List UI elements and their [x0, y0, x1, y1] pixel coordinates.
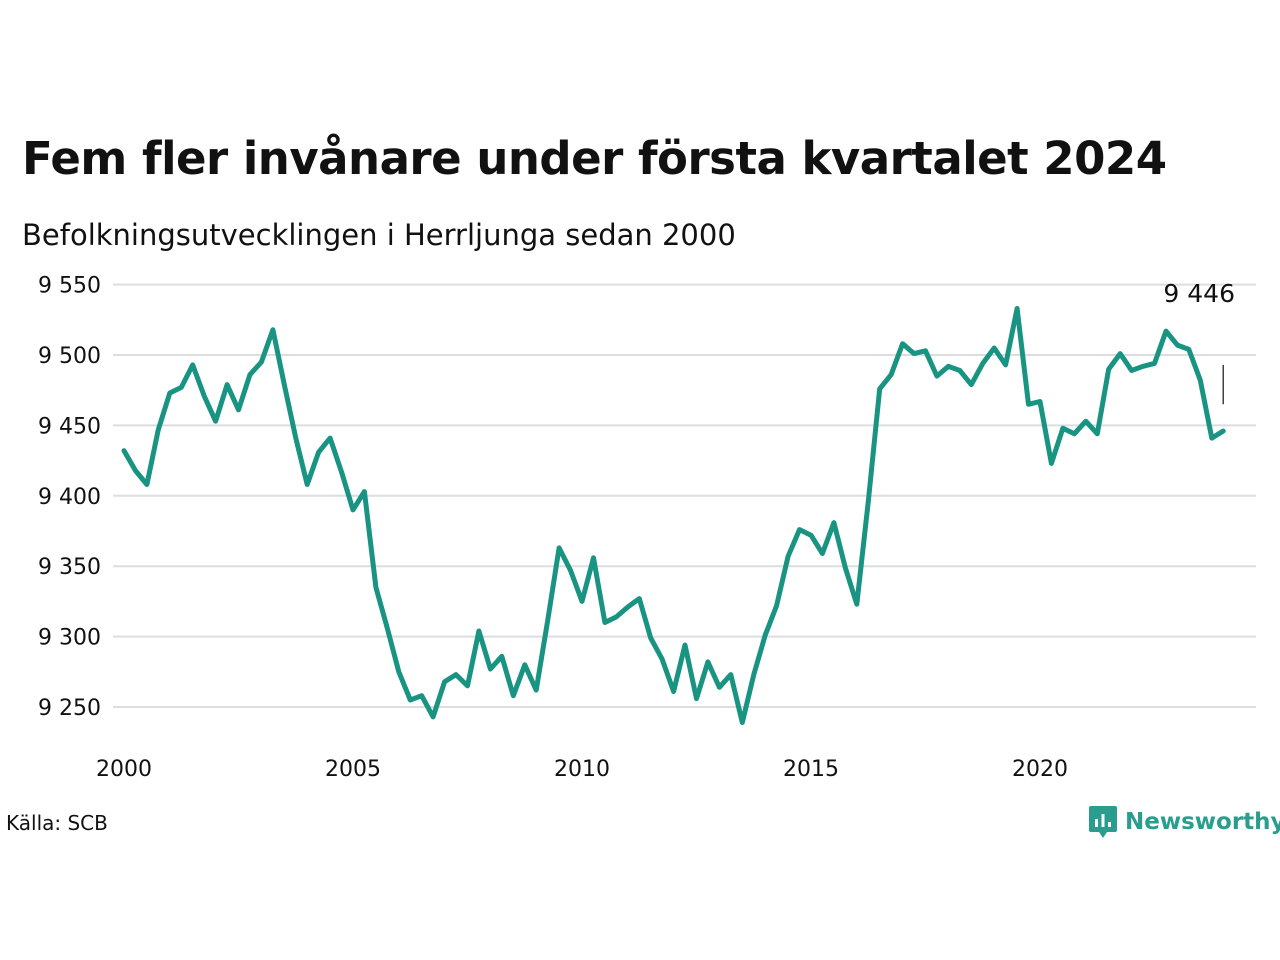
x-tick-label: 2005 — [325, 757, 381, 782]
x-tick-label: 2015 — [783, 757, 839, 782]
annotation-label: 9 446 — [1163, 279, 1235, 308]
source-note: Källa: SCB — [6, 811, 108, 835]
x-tick-label: 2010 — [554, 757, 610, 782]
brand-logo: Newsworthy — [1088, 803, 1280, 841]
x-tick-label: 2000 — [96, 757, 152, 782]
grid-lines — [113, 283, 1256, 708]
newsworthy-logo-icon — [1089, 806, 1117, 838]
x-tick-label: 2020 — [1012, 757, 1068, 782]
chart-title: Fem fler invånare under första kvartalet… — [22, 132, 1167, 185]
series-line — [121, 306, 1226, 725]
y-tick-label: 9 400 — [38, 485, 101, 510]
y-tick-label: 9 300 — [38, 626, 101, 651]
chart-subtitle: Befolkningsutvecklingen i Herrljunga sed… — [22, 218, 736, 252]
x-axis: 2000 2005 2010 2015 2020 — [96, 757, 1068, 782]
y-tick-label: 9 550 — [38, 274, 101, 299]
brand-name: Newsworthy — [1125, 809, 1280, 835]
y-tick-label: 9 450 — [38, 414, 101, 439]
y-axis: 9 250 9 300 9 350 9 400 9 450 9 500 9 550 — [38, 274, 101, 721]
y-tick-label: 9 500 — [38, 344, 101, 369]
y-tick-label: 9 350 — [38, 555, 101, 580]
y-tick-label: 9 250 — [38, 696, 101, 721]
